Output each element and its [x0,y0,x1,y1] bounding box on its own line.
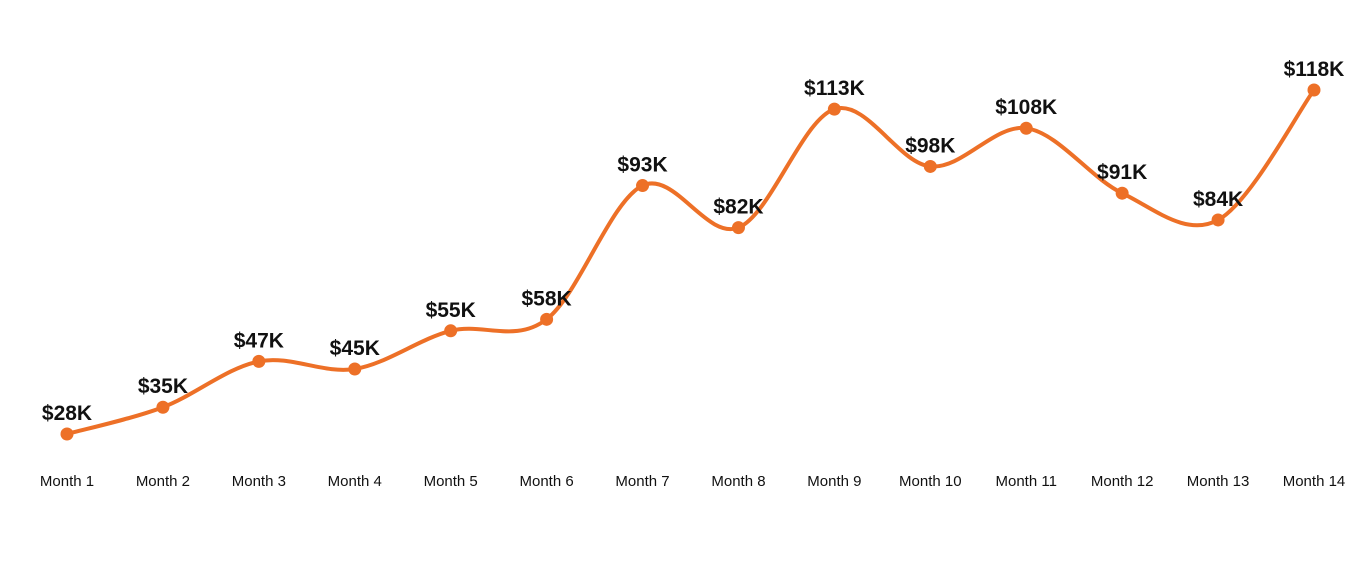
x-axis-tick-labels: Month 1 Month 2 Month 3 Month 4 Month 5 Month… [40,473,1345,490]
data-point [444,324,458,338]
data-label: $82K [713,196,763,219]
data-label: $35K [138,375,188,398]
data-label: $58K [522,287,572,310]
series-line [65,88,1316,436]
x-tick-label: Month 11 [996,473,1057,490]
data-points [60,83,1321,441]
data-point [1115,186,1129,200]
x-tick-label: Month 12 [1091,473,1154,490]
x-tick-label: Month 5 [424,473,478,490]
data-point [252,354,266,368]
x-tick-label: Month 2 [136,473,190,490]
data-point [1019,121,1033,135]
x-tick-label: Month 6 [520,473,574,490]
x-tick-label: Month 10 [899,473,962,490]
data-label: $93K [617,154,667,177]
data-label: $45K [330,337,380,360]
data-point [540,312,554,326]
data-point [827,102,841,116]
x-tick-label: Month 9 [807,473,861,490]
data-point [731,221,745,235]
x-tick-label: Month 8 [711,473,765,490]
x-tick-label: Month 7 [615,473,669,490]
data-label: $47K [234,329,284,352]
x-tick-label: Month 13 [1187,473,1250,490]
x-tick-label: Month 1 [40,473,94,490]
x-tick-label: Month 14 [1283,473,1346,490]
data-point [60,427,74,441]
x-tick-label: Month 4 [328,473,382,490]
data-point [923,159,937,173]
data-point [636,179,650,193]
data-point [348,362,362,376]
data-point [156,400,170,414]
data-label: $108K [995,96,1057,119]
x-tick-label: Month 3 [232,473,286,490]
data-label: $113K [804,77,865,100]
data-point [1211,213,1225,227]
data-label: $55K [426,299,476,322]
data-labels: $28K $35K $47K $45K $55K $58K $93K $82K $113K $98… [42,58,1344,425]
data-point [1307,83,1321,97]
data-label: $28K [42,402,92,425]
data-label: $91K [1097,161,1147,184]
data-label: $98K [905,134,955,157]
data-label: $118K [1284,58,1345,81]
data-label: $84K [1193,188,1243,211]
